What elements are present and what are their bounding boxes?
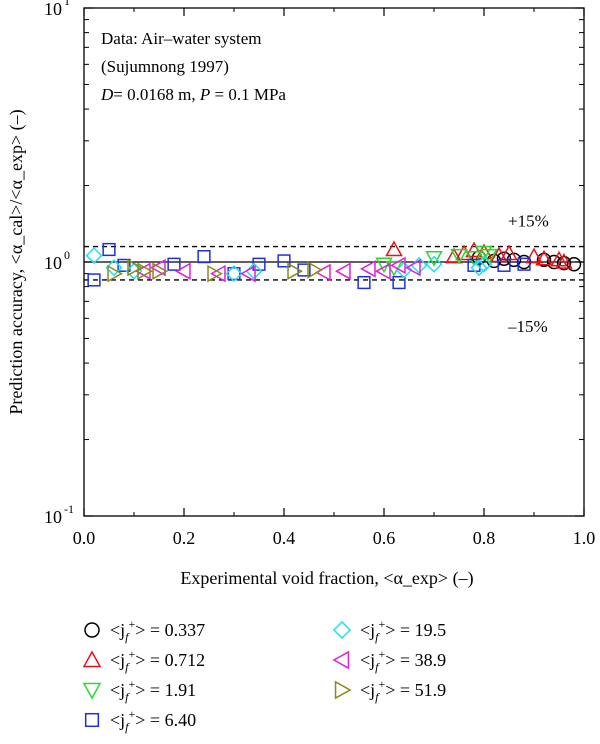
data-point <box>470 259 488 277</box>
data-point <box>475 255 493 273</box>
annotation-line-1: Data: Air–water system <box>101 29 262 48</box>
data-point <box>209 264 226 283</box>
data-point <box>207 264 224 283</box>
annotation-pressure-value: = 0.1 MPa <box>210 85 286 104</box>
data-point <box>197 250 211 264</box>
data-point <box>359 260 376 278</box>
x-tick-label: 0.6 <box>373 528 396 548</box>
x-tick-label: 1.0 <box>573 528 596 548</box>
legend-marker <box>82 682 102 700</box>
data-point <box>107 264 124 283</box>
data-point <box>357 275 371 290</box>
data-point <box>287 262 304 280</box>
data-point <box>497 258 511 272</box>
data-point <box>404 258 421 277</box>
legend-label: <jf+> = 51.9 <box>360 677 446 704</box>
data-point <box>137 262 154 280</box>
data-point <box>314 263 331 282</box>
legend-label: <jf+> = 38.9 <box>360 647 446 674</box>
legend-marker <box>84 622 100 638</box>
y-tick-exponent: 1 <box>64 0 70 8</box>
data-point <box>225 265 243 283</box>
x-tick-label: 0.2 <box>173 528 196 548</box>
legend-label: <jf+> = 0.712 <box>110 647 205 674</box>
data-point <box>174 262 191 280</box>
legend-label: <jf+> = 6.40 <box>110 707 196 734</box>
data-point <box>525 247 543 264</box>
x-tick-label: 0.8 <box>473 528 496 548</box>
data-point <box>105 259 123 277</box>
y-tick-exponent: 0 <box>64 248 70 262</box>
data-point <box>550 250 568 267</box>
data-point <box>87 273 101 287</box>
data-point <box>475 245 493 262</box>
data-point <box>102 242 116 257</box>
data-point <box>374 262 391 280</box>
data-point <box>490 246 508 263</box>
tolerance-label: –15% <box>507 317 548 336</box>
data-point <box>85 247 103 265</box>
data-point <box>334 262 351 280</box>
data-point <box>389 256 406 275</box>
data-point <box>227 267 241 281</box>
y-axis-label: Prediction accuracy, <α_cal>/<α_exp> (–) <box>6 109 27 414</box>
y-tick-exponent: -1 <box>64 502 74 516</box>
data-point <box>277 254 291 268</box>
data-point <box>239 264 256 283</box>
annotation-pressure-symbol: P <box>199 85 210 104</box>
data-point <box>467 258 481 272</box>
data-point <box>556 255 572 271</box>
data-point <box>152 262 169 280</box>
legend-label: <jf+> = 1.91 <box>110 677 196 704</box>
data-point <box>395 261 413 279</box>
annotation-line-2: (Sujumnong 1997) <box>101 57 229 76</box>
data-point <box>385 240 403 257</box>
data-point <box>392 275 406 290</box>
y-tick-label: 10 <box>44 253 62 273</box>
annotation-diameter-value: = 0.0168 m, <box>113 85 200 104</box>
data-point <box>465 250 483 267</box>
legend-marker <box>334 680 352 700</box>
legend-marker <box>84 712 100 728</box>
data-point <box>536 252 552 268</box>
data-point <box>149 258 166 277</box>
x-tick-label: 0.0 <box>73 528 96 548</box>
data-point <box>425 255 443 273</box>
data-point <box>480 248 498 265</box>
annotation-diameter-symbol: D <box>100 85 114 104</box>
data-point <box>496 251 512 266</box>
data-point <box>555 252 573 269</box>
y-tick-label: 10 <box>44 0 62 19</box>
data-point <box>566 256 582 272</box>
legend-marker <box>332 650 350 670</box>
x-axis-label: Experimental void fraction, <α_exp> (–) <box>180 568 473 589</box>
data-point <box>307 261 324 279</box>
data-point <box>425 250 443 267</box>
legend-label: <jf+> = 0.337 <box>110 617 205 644</box>
tolerance-label: +15% <box>508 212 549 231</box>
legend-label: <jf+> = 19.5 <box>360 617 446 644</box>
x-tick-label: 0.4 <box>273 528 296 548</box>
data-point <box>450 248 468 265</box>
y-tick-label: 10 <box>44 507 62 527</box>
data-point <box>535 249 553 266</box>
data-point <box>127 258 144 277</box>
legend-marker <box>332 620 352 640</box>
legend-marker <box>82 650 102 668</box>
data-point <box>167 257 181 271</box>
annotation-line-3: D= 0.0168 m, P = 0.1 MPa <box>100 85 286 104</box>
data-point <box>517 257 531 271</box>
